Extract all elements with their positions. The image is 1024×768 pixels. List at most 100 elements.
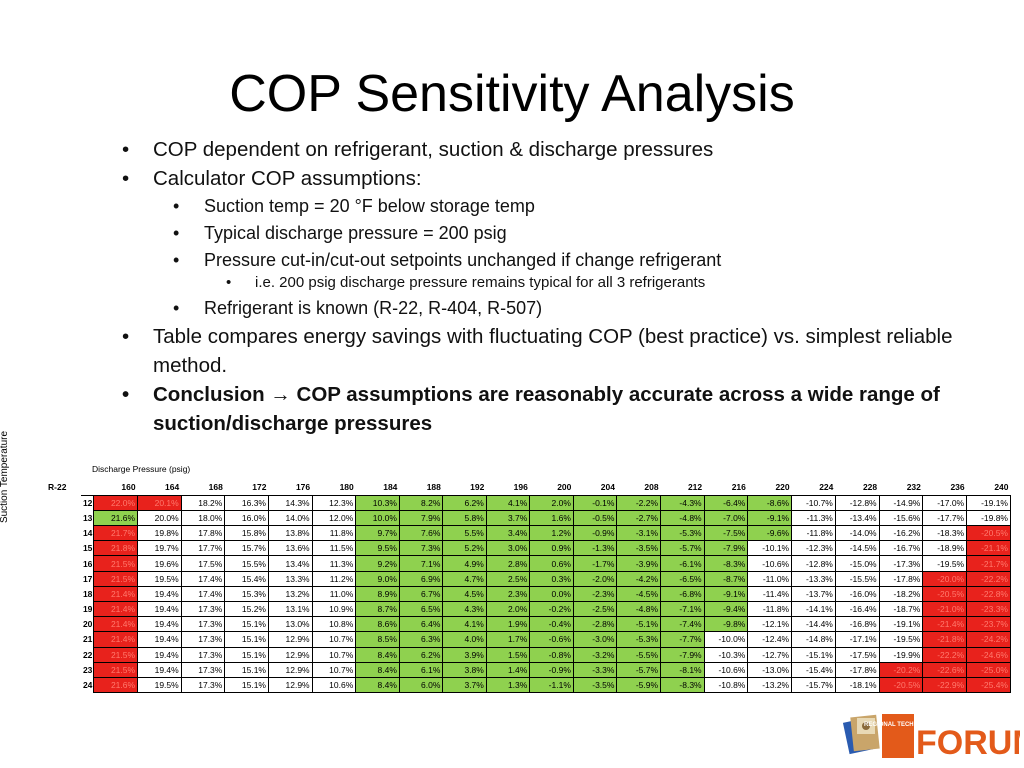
- table-cell: 21.4%: [93, 631, 139, 648]
- table-cell: -5.5%: [616, 646, 662, 663]
- column-header: 188: [399, 480, 443, 496]
- table-cell: -8.3%: [660, 676, 705, 694]
- table-cell: -4.3%: [660, 494, 705, 511]
- row-header: 14: [82, 528, 93, 539]
- table-row: 24 21.6% 19.5% 17.3% 15.1% 12.9% 10.6% 8.4% 6.0%…: [81, 676, 1011, 694]
- table-cell: 17.7%: [180, 540, 226, 557]
- column-header: 228: [835, 480, 880, 496]
- table-cell: -19.5%: [878, 631, 924, 648]
- table-cell: -4.2%: [616, 570, 662, 587]
- table-cell: 6.0%: [398, 676, 444, 694]
- table-cell: 15.1%: [224, 631, 269, 648]
- row-header: 18: [82, 588, 93, 599]
- table-row: 20 21.4% 19.4% 17.3% 15.1% 13.0% 10.8% 8.6% 6.4%…: [81, 616, 1011, 633]
- table-cell: -15.6%: [878, 509, 924, 527]
- table-cell: -10.6%: [747, 555, 793, 572]
- table-cell: 7.3%: [398, 540, 444, 557]
- table-cell: 8.5%: [355, 631, 400, 648]
- table-cell: 18.2%: [180, 494, 226, 511]
- table-row: 17 21.5% 19.5% 17.4% 15.4% 13.3% 11.2% 9.0% 6.9%…: [81, 570, 1011, 587]
- table-cell: 3.0%: [485, 540, 531, 557]
- table-cell: -22.8%: [966, 585, 1011, 603]
- table-cell: 8.7%: [355, 600, 400, 618]
- bullet-assumptions: Calculator COP assumptions:: [122, 164, 1002, 193]
- table-cell: 13.8%: [267, 525, 313, 542]
- table-cell: -0.2%: [529, 600, 574, 618]
- table-cell: 12.9%: [267, 646, 313, 663]
- column-header: 212: [660, 480, 705, 496]
- table-cell: -20.5%: [878, 676, 924, 694]
- row-header: 12: [82, 498, 93, 509]
- table-cell: -7.7%: [660, 631, 705, 648]
- table-cell: 21.5%: [93, 570, 139, 587]
- table-cell: -9.6%: [747, 525, 793, 542]
- table-cell: -19.5%: [922, 555, 968, 572]
- table-cell: -5.9%: [616, 676, 662, 694]
- table-cell: -15.7%: [791, 676, 836, 694]
- table-cell: 13.1%: [267, 600, 313, 618]
- table-cell: 13.6%: [267, 540, 313, 557]
- table-cell: 8.4%: [355, 676, 400, 694]
- table-cell: 19.5%: [137, 676, 182, 694]
- table-cell: 8.2%: [398, 494, 444, 511]
- table-cell: 7.1%: [398, 555, 444, 572]
- column-header: 224: [791, 480, 836, 496]
- table-cell: 3.7%: [485, 509, 531, 527]
- table-cell: -9.4%: [703, 600, 749, 618]
- table-cell: -0.9%: [572, 525, 618, 542]
- table-cell: 4.3%: [442, 600, 487, 618]
- table-cell: -17.0%: [922, 494, 968, 511]
- table-cell: -14.1%: [791, 600, 836, 618]
- table-cell: 11.0%: [311, 585, 357, 603]
- table-cell: -16.0%: [834, 585, 880, 603]
- table-cell: 13.4%: [267, 555, 313, 572]
- table-cell: -2.0%: [572, 570, 618, 587]
- table-cell: 4.9%: [442, 555, 487, 572]
- column-header: 216: [704, 480, 748, 496]
- table-cell: 12.0%: [311, 509, 357, 527]
- table-cell: -2.2%: [616, 494, 662, 511]
- table-cell: -7.1%: [660, 600, 705, 618]
- table-row: 21 21.4% 19.4% 17.3% 15.1% 12.9% 10.7% 8.5% 6.3%…: [81, 631, 1011, 648]
- table-cell: -17.3%: [878, 555, 924, 572]
- table-cell: -0.8%: [529, 646, 574, 663]
- bullet-table-compares: Table compares energy savings with fluct…: [122, 322, 1002, 380]
- table-cell: -14.5%: [834, 540, 880, 557]
- table-cell: 15.5%: [224, 555, 269, 572]
- table-cell: 16.0%: [224, 509, 269, 527]
- table-cell: -24.2%: [966, 631, 1011, 648]
- table-cell: 22.0%: [93, 494, 139, 511]
- table-cell: 2.0%: [529, 494, 574, 511]
- regional-technical-forum-logo: REGIONAL TECHNICAL FORUM: [842, 714, 1020, 762]
- table-cell: 15.1%: [224, 646, 269, 663]
- table-cell: -12.8%: [791, 555, 836, 572]
- table-cell: 12.9%: [267, 631, 313, 648]
- table-cell: -3.2%: [572, 646, 618, 663]
- column-header: 180: [312, 480, 356, 496]
- table-cell: -15.4%: [791, 661, 836, 678]
- table-cell: -13.7%: [791, 585, 836, 603]
- table-cell: -22.2%: [922, 646, 968, 663]
- table-cell: 11.2%: [311, 570, 357, 587]
- table-cell: -18.7%: [878, 600, 924, 618]
- table-cell: 18.0%: [180, 509, 226, 527]
- table-cell: 7.6%: [398, 525, 444, 542]
- table-cell: -18.1%: [834, 676, 880, 694]
- column-header: 208: [616, 480, 661, 496]
- table-cell: 21.5%: [93, 661, 139, 678]
- table-cell: 4.1%: [485, 494, 531, 511]
- table-cell: -4.8%: [616, 600, 662, 618]
- table-cell: 5.2%: [442, 540, 487, 557]
- table-cell: 9.5%: [355, 540, 400, 557]
- table-cell: -1.1%: [529, 676, 574, 694]
- table-cell: -1.7%: [572, 555, 618, 572]
- sub-sub-bullet-typical: i.e. 200 psig discharge pressure remains…: [122, 272, 1002, 294]
- column-header: 232: [879, 480, 923, 496]
- table-cell: 2.5%: [485, 570, 531, 587]
- row-header: 15: [82, 543, 93, 554]
- table-cell: -19.8%: [966, 509, 1011, 527]
- table-cell: 19.4%: [137, 585, 182, 603]
- table-cell: 4.7%: [442, 570, 487, 587]
- sub-bullet-discharge-pressure: Typical discharge pressure = 200 psig: [122, 220, 1002, 247]
- table-cell: -15.5%: [834, 570, 880, 587]
